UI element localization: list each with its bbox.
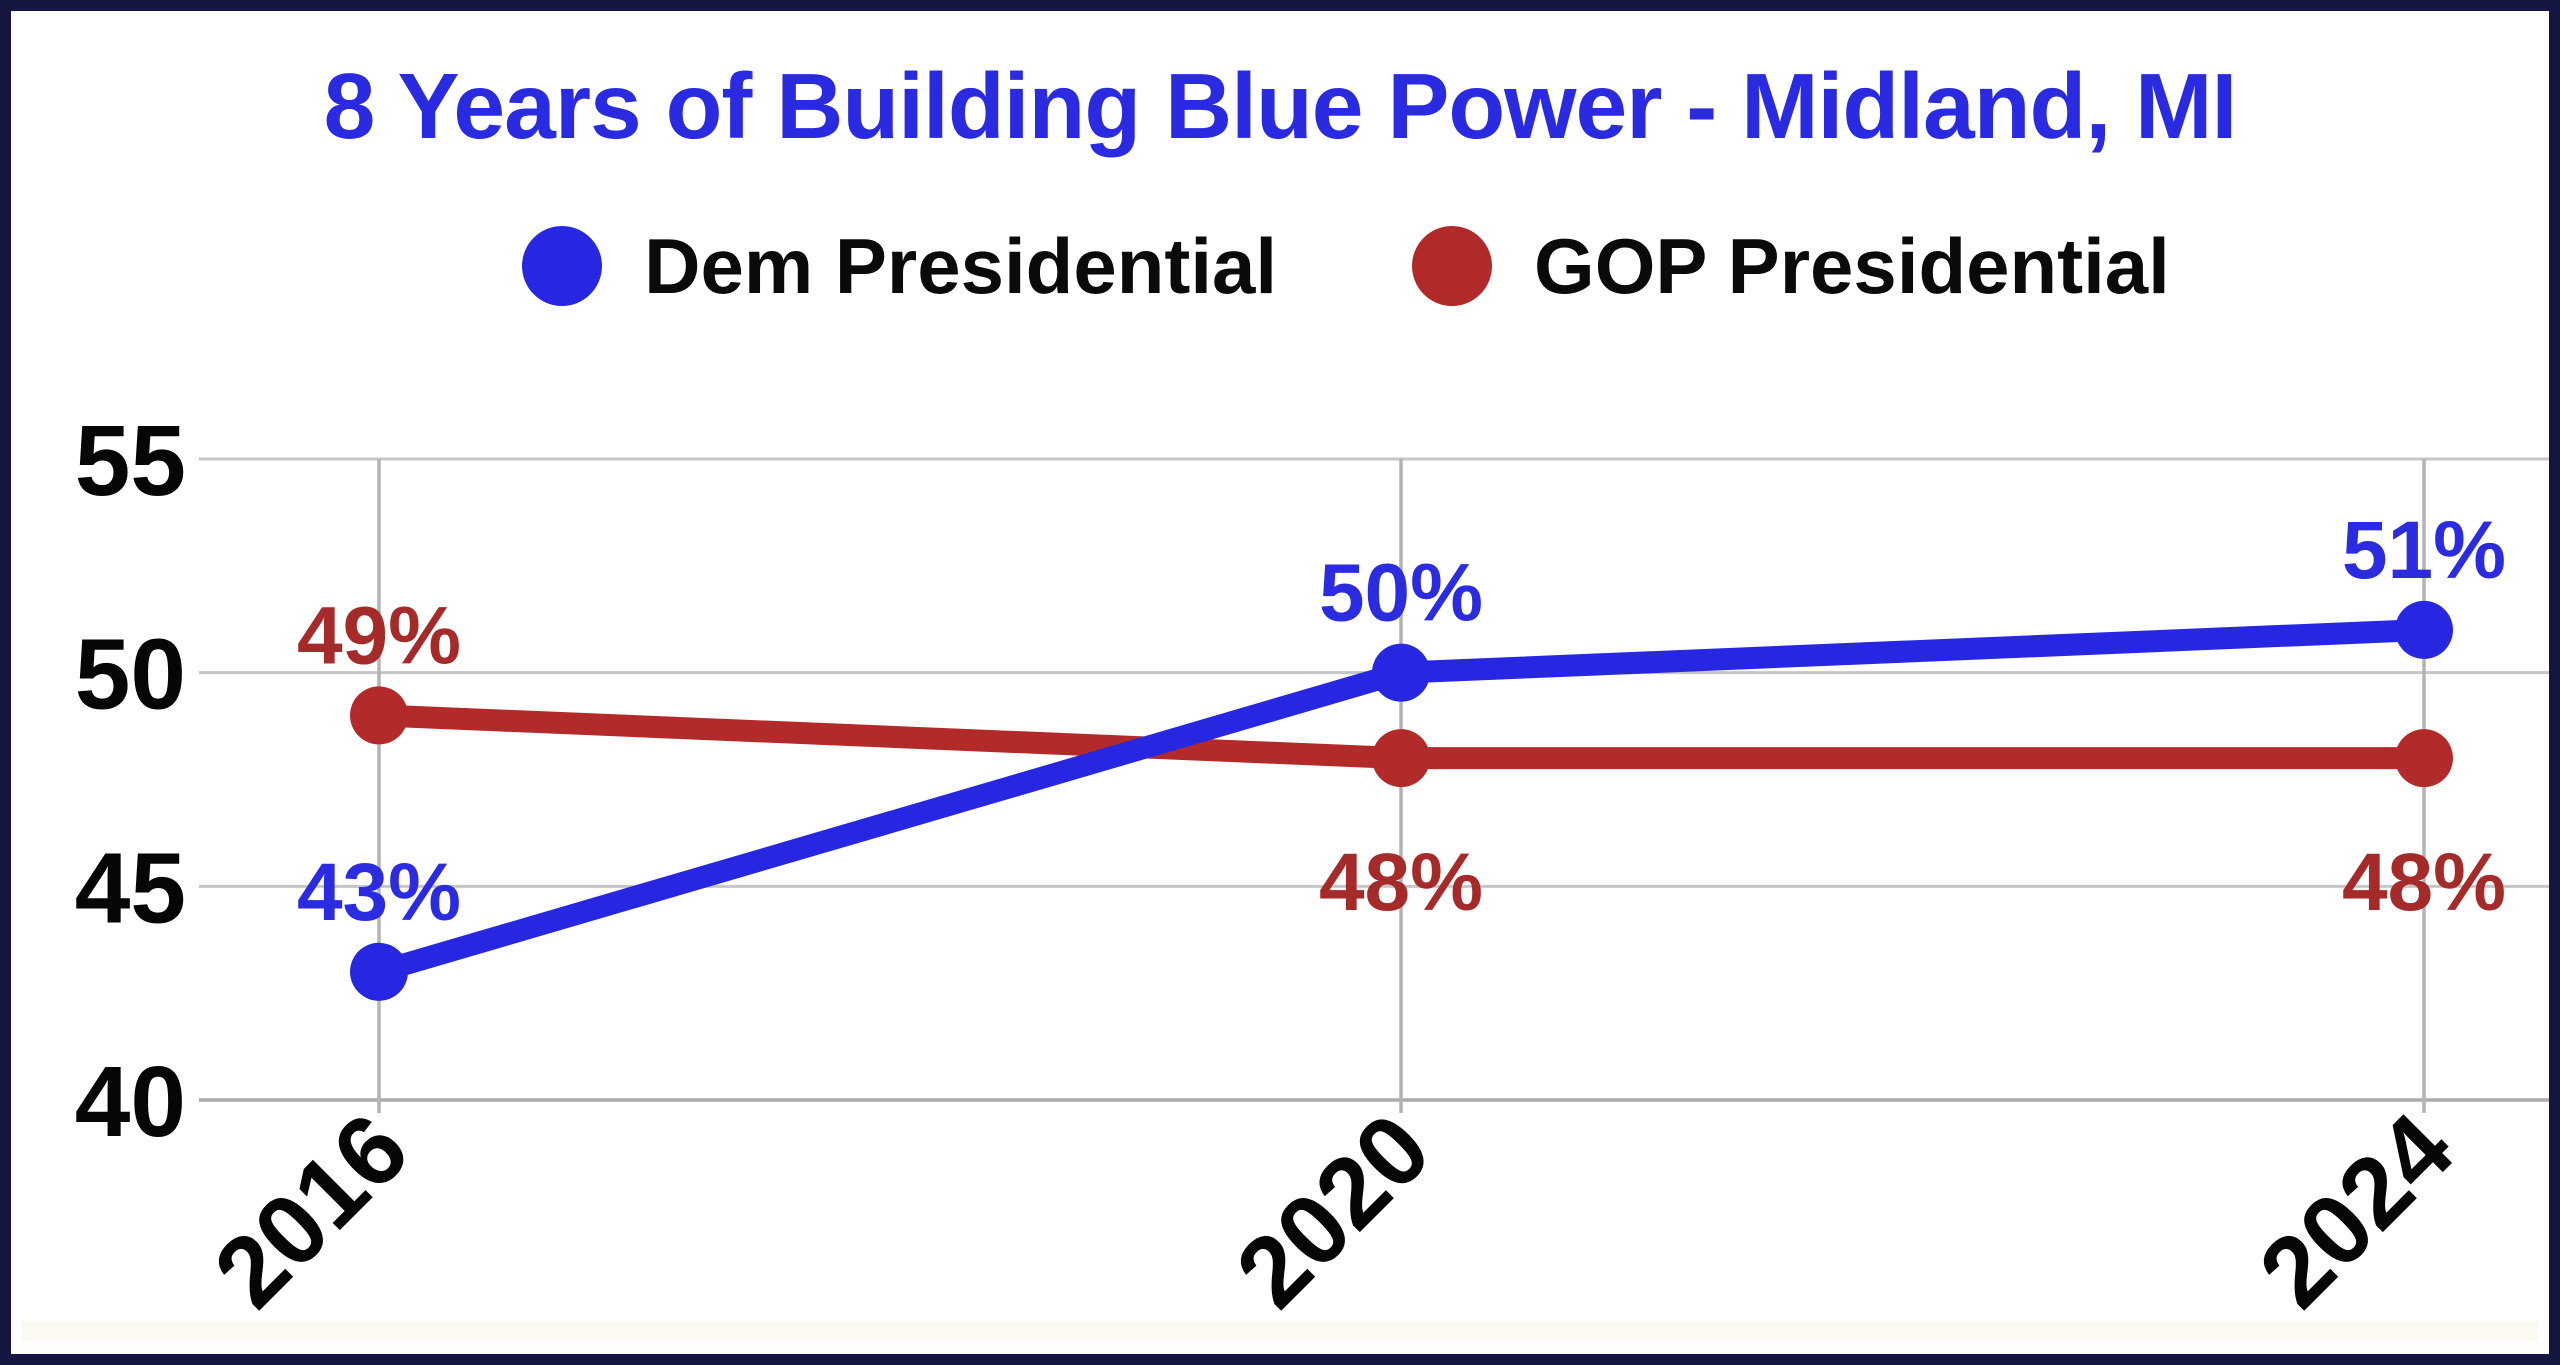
dem-marker-icon bbox=[522, 226, 603, 306]
data-point-gop-2024 bbox=[2395, 729, 2453, 788]
data-point-gop-2020 bbox=[1372, 729, 1430, 788]
data-label-gop-2016: 49% bbox=[297, 590, 461, 681]
legend-item-gop: GOP Presidential bbox=[1412, 226, 2170, 306]
legend: Dem Presidential GOP Presidential bbox=[77, 223, 2549, 309]
data-point-dem-2024 bbox=[2395, 600, 2453, 659]
y-tick-label-50: 50 bbox=[75, 619, 186, 731]
data-label-dem-2024: 51% bbox=[2342, 505, 2506, 596]
chart-title: 8 Years of Building Blue Power - Midland… bbox=[323, 54, 2238, 158]
y-tick-label-45: 45 bbox=[75, 832, 186, 944]
bottom-artifact-strip bbox=[22, 1321, 2538, 1341]
y-tick-label-40: 40 bbox=[75, 1046, 186, 1158]
x-tick-label-2020: 2020 bbox=[1215, 1092, 1452, 1329]
data-point-gop-2016 bbox=[350, 686, 408, 745]
line-chart: 40 45 50 55 2016 2020 2024 43% 50% 51% 49% 48% 48% bbox=[75, 405, 2549, 1329]
data-label-gop-2024: 48% bbox=[2342, 837, 2506, 928]
data-point-dem-2020 bbox=[1372, 643, 1430, 702]
x-tick-label-2024: 2024 bbox=[2238, 1092, 2475, 1329]
data-point-dem-2016 bbox=[350, 942, 408, 1001]
data-label-dem-2016: 43% bbox=[297, 847, 461, 938]
data-label-gop-2020: 48% bbox=[1319, 837, 1483, 928]
data-label-dem-2020: 50% bbox=[1319, 548, 1483, 639]
legend-item-dem: Dem Presidential bbox=[522, 226, 1277, 306]
legend-label-gop: GOP Presidential bbox=[1534, 222, 2170, 310]
x-tick-label-2016: 2016 bbox=[193, 1092, 430, 1329]
y-tick-label-55: 55 bbox=[75, 405, 186, 517]
legend-label-dem: Dem Presidential bbox=[644, 222, 1278, 310]
gop-marker-icon bbox=[1412, 226, 1493, 306]
